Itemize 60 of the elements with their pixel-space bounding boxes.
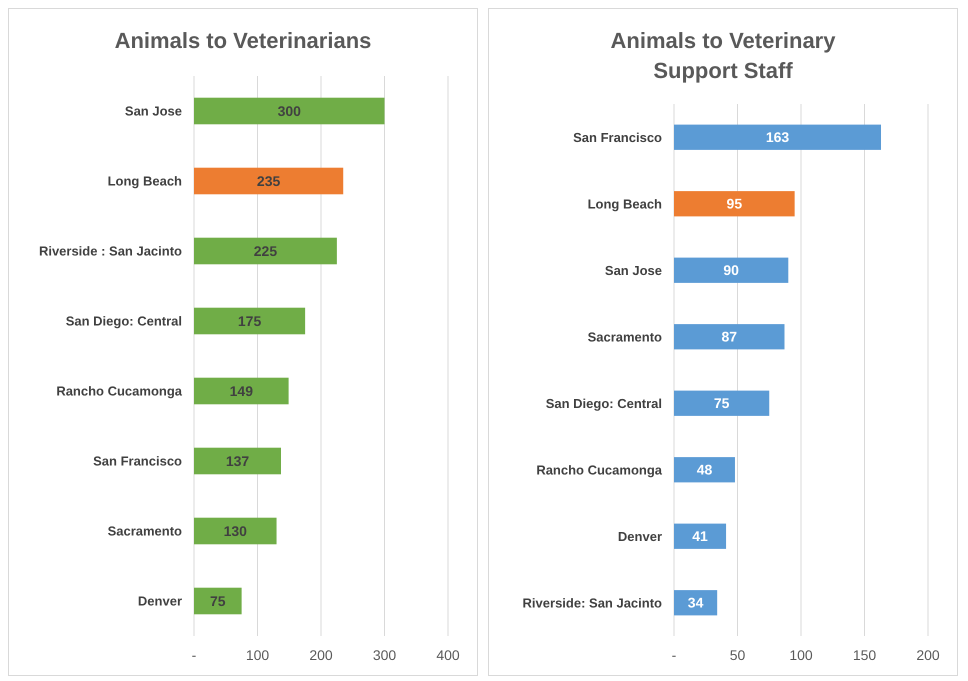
y-tick-label: San Francisco <box>93 454 182 469</box>
bar <box>194 518 277 544</box>
data-label: 75 <box>210 592 226 609</box>
x-tick-label: 300 <box>372 647 396 663</box>
bar <box>674 191 795 216</box>
data-label: 75 <box>714 395 730 412</box>
y-tick-label: Rancho Cucamonga <box>56 384 183 399</box>
bar <box>674 457 735 482</box>
y-tick-label: Riverside: San Jacinto <box>522 595 662 610</box>
bar <box>674 124 882 150</box>
y-tick-label: Riverside : San Jacinto <box>38 244 182 259</box>
x-tick-label: 100 <box>789 647 813 663</box>
chart-title: Animals to Veterinarians <box>114 28 372 53</box>
data-label: 34 <box>688 594 704 611</box>
bar <box>194 448 281 474</box>
data-label: 90 <box>723 262 740 278</box>
bar <box>194 378 289 404</box>
y-tick-label: San Francisco <box>573 130 662 145</box>
data-label: 175 <box>238 312 262 329</box>
bar <box>194 238 337 264</box>
data-label: 130 <box>224 522 248 539</box>
y-tick-label: Long Beach <box>588 196 662 212</box>
x-tick-label: 200 <box>309 647 333 663</box>
y-tick-label: Denver <box>138 594 182 609</box>
data-label: 48 <box>696 462 712 478</box>
bar <box>674 258 788 283</box>
x-tick-label: - <box>192 647 197 663</box>
data-label: 95 <box>726 196 742 212</box>
chart-title: Animals to Veterinary Support Staff <box>610 28 836 83</box>
y-tick-label: San Diego: Central <box>66 314 182 329</box>
data-label: 225 <box>254 242 278 259</box>
y-tick-label: San Jose <box>604 262 662 278</box>
y-tick-label: Sacramento <box>108 524 182 539</box>
data-label: 137 <box>226 452 250 469</box>
data-label: 235 <box>256 172 281 189</box>
x-tick-label: 400 <box>436 647 460 663</box>
x-tick-label: 50 <box>730 647 746 663</box>
x-tick-label: - <box>672 647 677 663</box>
data-label: 87 <box>721 328 738 345</box>
bar <box>194 98 384 124</box>
bar <box>194 168 344 194</box>
data-label: 163 <box>766 129 790 146</box>
bar <box>674 590 718 616</box>
y-tick-label: San Jose <box>124 104 182 119</box>
x-tick-label: 150 <box>852 647 876 663</box>
x-tick-label: 200 <box>916 647 940 663</box>
y-tick-label: Long Beach <box>108 174 182 189</box>
y-tick-label: Denver <box>618 528 662 544</box>
y-tick-label: Rancho Cucamonga <box>536 462 663 478</box>
data-label: 41 <box>692 528 708 544</box>
bar <box>194 588 242 614</box>
bar <box>194 308 306 334</box>
y-tick-label: Sacramento <box>588 329 662 344</box>
bar <box>674 324 784 350</box>
data-label: 149 <box>230 382 254 399</box>
bar <box>674 524 726 549</box>
x-tick-label: 100 <box>246 647 270 663</box>
y-tick-label: San Diego: Central <box>546 396 662 411</box>
data-label: 300 <box>278 102 302 119</box>
bar <box>674 390 770 416</box>
